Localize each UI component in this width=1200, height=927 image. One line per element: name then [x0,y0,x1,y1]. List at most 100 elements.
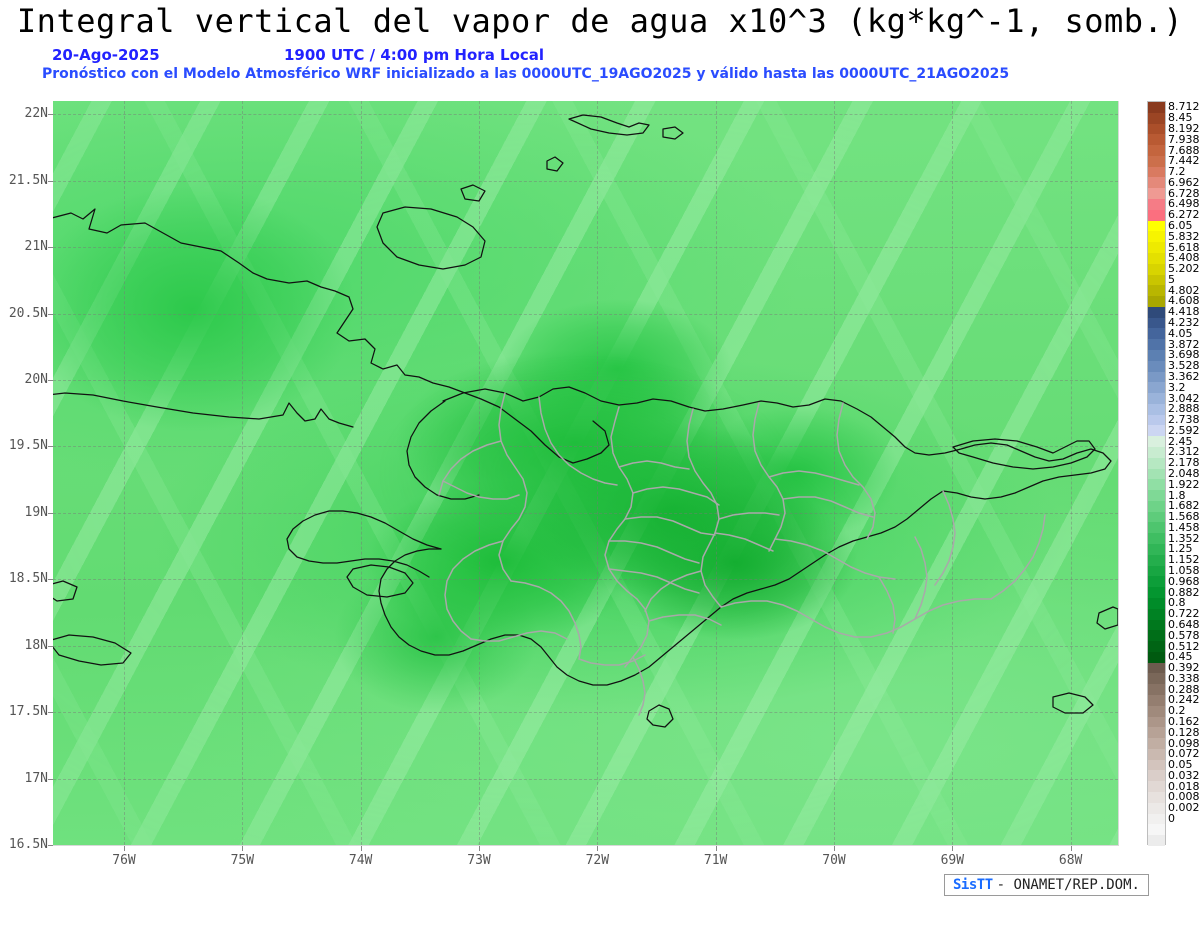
coastline-cuba [53,208,610,464]
colorbar-swatch [1148,102,1165,113]
colorbar-swatch [1148,328,1165,340]
colorbar-swatch [1148,490,1165,501]
colorbar-swatch [1148,781,1165,792]
colorbar-tick-label: 5.832 [1168,229,1200,243]
colorbar-swatch [1148,770,1165,782]
logo-badge: SisTT - ONAMET/REP.DOM. [944,874,1149,896]
longitude-tick-label: 70W [822,853,846,868]
colorbar-tick-label: 1.352 [1168,531,1200,545]
grid-line-horizontal [53,180,1118,182]
coastline-hispaniola-south [378,490,944,686]
colorbar-swatch [1148,597,1165,609]
colorbar-tick-label: 0.392 [1168,661,1200,675]
colorbar-swatch [1148,306,1165,318]
latitude-tick-mark [48,579,53,581]
colorbar-swatch [1148,371,1165,383]
colorbar-tick-label: 1.152 [1168,553,1200,567]
colorbar-swatch [1148,533,1165,545]
colorbar-tick-label: 3.2 [1168,380,1186,394]
colorbar-swatch [1148,738,1165,749]
latitude-tick-label: 20.5N [8,305,48,321]
grid-line-horizontal [53,579,1118,581]
colorbar-tick-label: 0.032 [1168,768,1200,782]
colorbar-tick-label: 7.938 [1168,132,1200,146]
latitude-tick-mark [48,247,53,249]
colorbar-swatch [1148,382,1165,394]
grid-line-vertical [1070,101,1072,845]
colorbar-swatch [1148,619,1165,631]
colorbar-tick-label: 0.578 [1168,628,1200,642]
latitude-tick-mark [48,114,53,116]
colorbar-tick-label: 2.048 [1168,467,1200,480]
colorbar-tick-label: 0.128 [1168,725,1200,739]
colorbar-tick-label: 0.008 [1168,790,1200,804]
longitude-tick-mark [360,846,362,851]
colorbar-tick-label: 4.608 [1168,294,1200,308]
colorbar-swatch [1148,339,1165,350]
colorbar-swatch [1148,759,1165,771]
latitude-tick-label: 18.5N [8,571,48,587]
colorbar-swatch [1148,285,1165,297]
longitude-tick-mark [597,846,599,851]
grid-line-horizontal [53,380,1118,381]
colorbar-swatch [1148,145,1165,156]
colorbar-tick-label: 8.712 [1168,100,1200,114]
colorbar-swatch [1148,522,1165,534]
latitude-tick-label: 19.5N [8,438,48,454]
colorbar-tick-label: 6.728 [1168,186,1200,200]
colorbar-tick-label: 0 [1168,812,1175,826]
colorbar-swatch [1148,565,1165,577]
longitude-tick-mark [1070,846,1072,851]
coastline-haiti-peninsula [286,510,442,578]
latitude-tick-label: 19N [24,504,48,520]
colorbar-swatch [1148,263,1165,275]
coastline-samana [952,438,1096,470]
colorbar-swatch [1148,662,1165,674]
longitude-tick-label: 69W [940,853,965,868]
longitude-tick-label: 68W [1058,853,1083,868]
colorbar-swatch [1148,447,1165,458]
longitude-tick-label: 76W [112,853,136,868]
colorbar-tick-label: 2.45 [1168,434,1193,448]
grid-line-vertical [479,101,480,845]
colorbar-swatch [1148,651,1165,663]
colorbar-swatch [1148,608,1165,620]
colorbar-swatch [1148,188,1165,200]
subtitle-row: 20-Ago-2025 1900 UTC / 4:00 pm Hora Loca… [52,46,692,66]
colorbar-swatch [1148,317,1165,329]
latitude-tick-label: 21.5N [8,172,48,188]
coastline-cay-2 [662,126,684,140]
colorbar-tick-label: 4.418 [1168,305,1200,319]
coastline-haiti-north-arm [406,400,480,500]
colorbar-swatch [1148,802,1165,814]
grid-line-horizontal [53,446,1118,448]
longitude-tick-label: 74W [348,853,373,868]
colorbar-tick-label: 0.338 [1168,671,1200,685]
colorbar-swatch [1148,813,1165,825]
colorbar-tick-label: 0.002 [1168,801,1200,815]
colorbar-swatch [1148,705,1165,717]
colorbar-swatch [1148,231,1165,243]
latitude-tick-mark [48,512,53,514]
vapor-field-maxima [53,101,1118,845]
colorbar-tick-label: 1.8 [1168,488,1186,502]
latitude-tick-mark [48,645,53,647]
grid-line-horizontal [53,247,1118,249]
colorbar-swatch [1148,824,1165,836]
longitude-tick-label: 72W [585,853,610,868]
grid-line-vertical [242,101,244,845]
coastline-islet-sw [53,634,132,666]
grid-line-vertical [124,101,125,845]
forecast-time: 1900 UTC / 4:00 pm Hora Local [284,46,545,64]
colorbar-swatch [1148,792,1165,803]
colorbar-labels: 8.712 8.45 8.192 7.938 7.688 7.442 7.2 6.962 6.7… [1168,101,1200,845]
forecast-description: Pronóstico con el Modelo Atmosférico WRF… [42,66,1010,82]
coastline-puerto-rico [1096,606,1118,630]
colorbar-swatch [1148,436,1165,447]
latitude-tick-label: 18N [24,637,48,653]
colorbar-tick-label: 1.25 [1168,542,1193,556]
colorbar-swatch [1148,112,1165,124]
latitude-tick-label: 21N [24,239,48,255]
latitude-tick-mark [48,778,53,780]
colorbar [1147,101,1166,846]
